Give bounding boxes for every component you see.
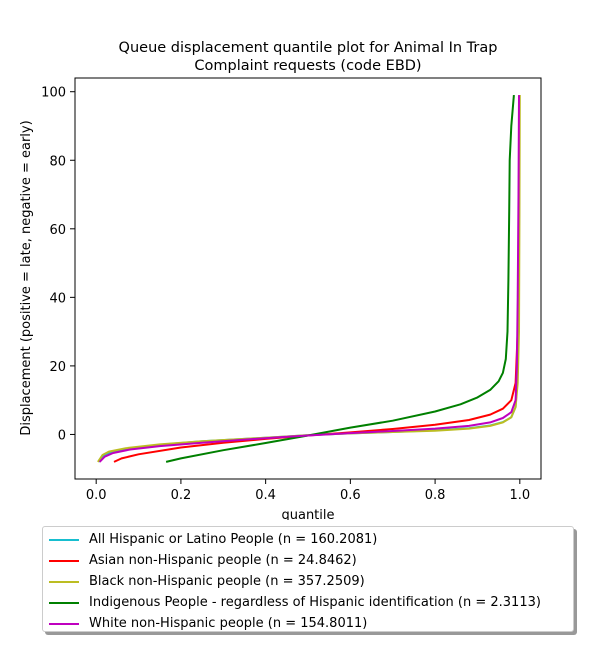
x-tick-label: 0.4 bbox=[255, 488, 276, 503]
series-line-2 bbox=[113, 95, 521, 463]
legend-swatch bbox=[49, 622, 79, 625]
y-tick-label: 60 bbox=[49, 223, 66, 238]
x-tick-label: 0.0 bbox=[86, 488, 107, 503]
legend-label: Black non-Hispanic people (n = 357.2509) bbox=[89, 574, 365, 589]
chart-legend: All Hispanic or Latino People (n = 160.2… bbox=[42, 526, 574, 632]
x-tick-label: 0.8 bbox=[425, 488, 446, 503]
x-tick-label: 0.2 bbox=[171, 488, 192, 503]
legend-label: All Hispanic or Latino People (n = 160.2… bbox=[89, 532, 378, 547]
series-line-1 bbox=[97, 95, 521, 463]
plot-area-frame bbox=[74, 77, 542, 480]
series-line-5 bbox=[98, 95, 520, 463]
x-tick-label: 1.0 bbox=[509, 488, 530, 503]
series-line-4 bbox=[165, 95, 515, 463]
legend-swatch bbox=[49, 538, 79, 541]
y-tick-label: 20 bbox=[49, 360, 66, 375]
y-tick-label: 0 bbox=[58, 428, 66, 443]
legend-swatch bbox=[49, 559, 79, 562]
y-axis: 0 20 40 60 80 100 bbox=[41, 86, 75, 443]
legend-label: Indigenous People - regardless of Hispan… bbox=[89, 595, 541, 610]
legend-entry: Asian non-Hispanic people (n = 24.8462) bbox=[43, 550, 573, 571]
series-line-3 bbox=[97, 95, 521, 463]
legend-entry: Black non-Hispanic people (n = 357.2509) bbox=[43, 571, 573, 592]
legend-entry: Indigenous People - regardless of Hispan… bbox=[43, 592, 573, 613]
y-tick-label: 40 bbox=[49, 291, 66, 306]
legend-entry: White non-Hispanic people (n = 154.8011) bbox=[43, 613, 573, 634]
legend-swatch bbox=[49, 580, 79, 583]
legend-entry: All Hispanic or Latino People (n = 160.2… bbox=[43, 529, 573, 550]
legend-label: Asian non-Hispanic people (n = 24.8462) bbox=[89, 553, 357, 568]
y-axis-label: Displacement (positive = late, negative … bbox=[19, 120, 34, 435]
y-tick-label: 80 bbox=[49, 154, 66, 169]
legend-label: White non-Hispanic people (n = 154.8011) bbox=[89, 616, 368, 631]
chart-title-line-1: Queue displacement quantile plot for Ani… bbox=[119, 40, 498, 56]
chart-title-line-2: Complaint requests (code EBD) bbox=[194, 58, 421, 74]
x-axis: 0.0 0.2 0.4 0.6 0.8 1.0 bbox=[86, 479, 530, 503]
x-axis-label: quantile bbox=[281, 508, 334, 520]
legend-swatch bbox=[49, 601, 79, 604]
series-lines bbox=[97, 95, 521, 463]
quantile-chart: Queue displacement quantile plot for Ani… bbox=[19, 40, 542, 520]
y-tick-label: 100 bbox=[41, 86, 66, 101]
x-tick-label: 0.6 bbox=[340, 488, 361, 503]
